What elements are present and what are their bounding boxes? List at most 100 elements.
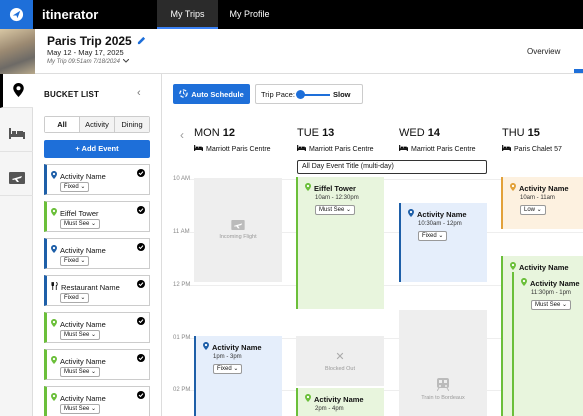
trip-pace-slider-handle[interactable] <box>296 90 305 99</box>
bucket-item-priority-select[interactable]: Fixed ⌄ <box>60 293 90 303</box>
check-circle-icon[interactable] <box>137 169 145 179</box>
chevron-left-icon[interactable]: ‹ <box>137 87 141 99</box>
all-day-event[interactable]: All Day Event Title (multi-day) <box>297 160 487 174</box>
event-priority-select[interactable]: Must See ⌄ <box>315 205 356 215</box>
check-circle-icon[interactable] <box>137 354 145 364</box>
event-name: Activity Name <box>417 209 467 219</box>
close-icon: ✕ <box>335 351 345 363</box>
filter-tab-dining[interactable]: Dining <box>115 117 149 132</box>
bucket-list-item[interactable]: Activity Name Fixed ⌄ <box>44 238 150 269</box>
event-mon-activity[interactable]: Activity Name 1pm - 3pm Fixed ⌄ <box>194 336 282 416</box>
bucket-item-priority-select[interactable]: Must See ⌄ <box>60 330 101 340</box>
bucket-item-title: Restaurant Name <box>51 281 120 292</box>
event-tue-activity[interactable]: Activity Name 2pm - 4pm <box>296 388 384 416</box>
time-label: 12 PM <box>173 282 191 288</box>
event-name: Activity Name <box>519 183 569 193</box>
rail-item-lodging[interactable] <box>0 118 33 152</box>
hotel-thu[interactable]: Paris Chalet 57 <box>502 145 562 153</box>
map-pin-icon <box>408 209 414 219</box>
train-icon <box>436 378 450 393</box>
hotel-mon[interactable]: Marriott Paris Centre <box>194 145 271 153</box>
map-pin-icon <box>510 183 516 193</box>
edit-pencil-icon[interactable] <box>137 34 146 48</box>
bucket-list-item[interactable]: Eiffel Tower Must See ⌄ <box>44 201 150 232</box>
event-time: 10:30am - 12pm <box>418 221 462 227</box>
bucket-item-name: Restaurant Name <box>61 282 120 292</box>
map-pin-icon <box>521 278 527 288</box>
brand-name[interactable]: itinerator <box>42 7 99 22</box>
tab-my-profile[interactable]: My Profile <box>229 9 270 19</box>
prev-days-chevron-icon[interactable]: ‹ <box>180 128 184 142</box>
incoming-flight-label: Incoming Flight <box>219 234 257 240</box>
event-time: 1pm - 3pm <box>213 354 242 360</box>
bucket-item-title: Activity Name <box>51 393 106 403</box>
add-event-button[interactable]: + Add Event <box>44 140 150 158</box>
check-circle-icon[interactable] <box>137 317 145 327</box>
event-priority-select[interactable]: Low ⌄ <box>520 205 546 215</box>
event-time: 11:30pm - 1pm <box>531 290 571 296</box>
bucket-item-title: Activity Name <box>51 171 106 181</box>
auto-schedule-label: Auto Schedule <box>191 89 244 99</box>
bucket-item-title: Activity Name <box>51 356 106 366</box>
hotel-wed[interactable]: Marriott Paris Centre <box>399 145 476 153</box>
event-thu-activity-3[interactable]: Activity Name 11:30pm - 1pm Must See ⌄ <box>512 272 583 416</box>
plane-icon <box>8 171 25 186</box>
bucket-item-priority-select[interactable]: Must See ⌄ <box>60 404 101 414</box>
bucket-list-panel: BUCKET LIST ‹ All Activity Dining + Add … <box>33 74 162 416</box>
bed-icon <box>8 128 25 141</box>
bed-icon <box>502 145 511 153</box>
trip-thumbnail <box>0 29 35 74</box>
filter-tab-activity[interactable]: Activity <box>80 117 115 132</box>
event-name: Activity Name <box>212 342 262 352</box>
bucket-item-name: Activity Name <box>60 245 106 255</box>
bucket-list-item[interactable]: Activity Name Must See ⌄ <box>44 349 150 380</box>
map-pin-icon <box>510 262 516 272</box>
day-header-tue: TUE 13 <box>297 127 335 139</box>
hotel-name: Marriott Paris Centre <box>309 145 374 153</box>
train-block[interactable]: Train to Bordeaux <box>399 310 487 416</box>
filter-tab-all[interactable]: All <box>45 117 80 132</box>
blocked-out-block[interactable]: ✕ Blocked Out <box>296 336 384 386</box>
bucket-item-name: Activity Name <box>60 171 106 181</box>
hour-line <box>190 232 583 233</box>
hotel-tue[interactable]: Marriott Paris Centre <box>297 145 374 153</box>
map-pin-icon <box>51 245 57 255</box>
overview-tab[interactable]: Overview <box>527 47 561 56</box>
bucket-list-title: BUCKET LIST <box>44 90 100 99</box>
bucket-list-item[interactable]: Activity Name Must See ⌄ <box>44 312 150 343</box>
check-circle-icon[interactable] <box>137 280 145 290</box>
logo-icon[interactable] <box>0 0 33 29</box>
plane-icon <box>231 220 245 232</box>
trip-pace-track[interactable] <box>298 94 330 96</box>
bucket-list-item[interactable]: Activity Name Must See ⌄ <box>44 386 150 416</box>
event-priority-select[interactable]: Fixed ⌄ <box>213 364 243 374</box>
map-pin-icon <box>51 208 57 218</box>
bucket-item-priority-select[interactable]: Fixed ⌄ <box>60 256 90 266</box>
event-wed-activity[interactable]: Activity Name 10:30am - 12pm Fixed ⌄ <box>399 203 487 282</box>
tab-my-trips[interactable]: My Trips <box>157 0 218 29</box>
check-circle-icon[interactable] <box>137 391 145 401</box>
check-circle-icon[interactable] <box>137 243 145 253</box>
event-time: 10am - 12:30pm <box>315 195 359 201</box>
bucket-item-priority-select[interactable]: Fixed ⌄ <box>60 182 90 192</box>
check-circle-icon[interactable] <box>137 206 145 216</box>
rail-item-flights[interactable] <box>0 162 33 196</box>
map-pin-icon <box>51 356 57 366</box>
event-thu-activity-1[interactable]: Activity Name 10am - 11am Low ⌄ <box>501 177 583 229</box>
bucket-item-name: Activity Name <box>60 393 106 403</box>
event-time: 10am - 11am <box>520 195 555 201</box>
rail-item-activities[interactable] <box>0 74 33 108</box>
bed-icon <box>297 145 306 153</box>
event-priority-select[interactable]: Must See ⌄ <box>531 300 572 310</box>
event-priority-select[interactable]: Fixed ⌄ <box>418 231 448 241</box>
bucket-list-item[interactable]: Restaurant Name Fixed ⌄ <box>44 275 150 306</box>
auto-schedule-button[interactable]: Auto Schedule <box>173 84 250 104</box>
bucket-item-priority-select[interactable]: Must See ⌄ <box>60 367 101 377</box>
event-eiffel-tower[interactable]: Eiffel Tower 10am - 12:30pm Must See ⌄ <box>296 177 384 309</box>
day-header-wed: WED 14 <box>399 127 440 139</box>
incoming-flight-block[interactable]: Incoming Flight <box>194 178 282 282</box>
bucket-list-item[interactable]: Activity Name Fixed ⌄ <box>44 164 150 195</box>
trip-version[interactable]: My Trip 09:51am 7/18/2024 <box>47 58 130 65</box>
bucket-item-priority-select[interactable]: Must See ⌄ <box>60 219 101 229</box>
top-nav: itinerator My Trips My Profile <box>0 0 583 29</box>
